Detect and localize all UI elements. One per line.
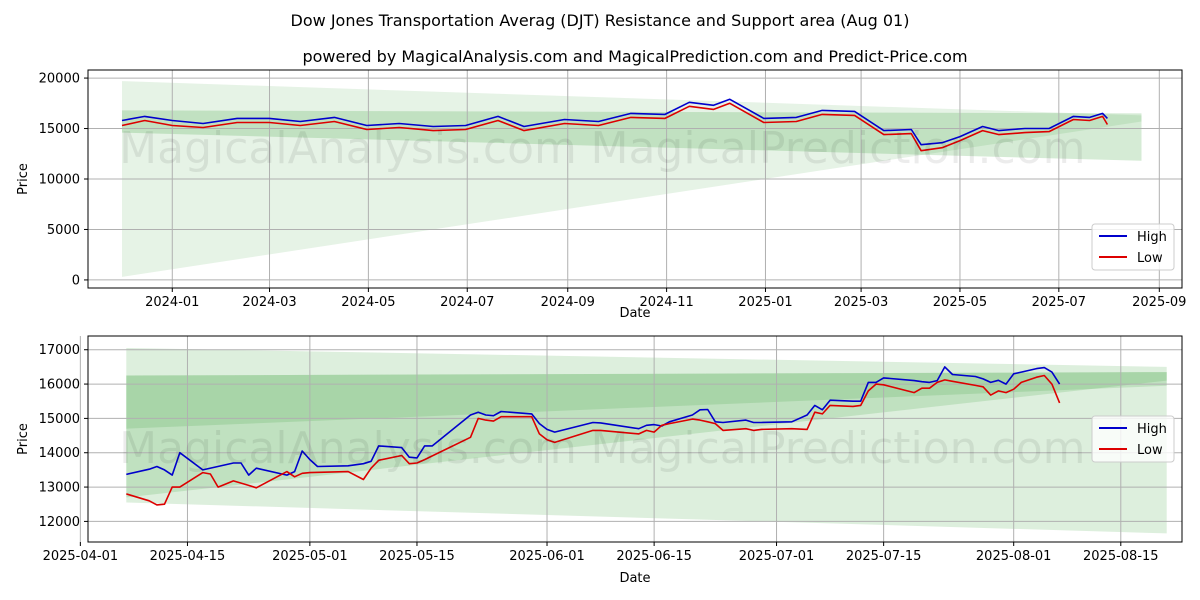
top-xtick-label-0: 2024-01 xyxy=(145,295,199,310)
bottom-ylabel: Price xyxy=(16,423,31,455)
top-ytick-label-2: 10000 xyxy=(39,173,80,188)
bottom-xtick-label-0: 2025-04-01 xyxy=(43,549,119,564)
top-xtick-label-1: 2024-03 xyxy=(242,295,296,310)
bottom-ytick-label-3: 15000 xyxy=(39,412,80,427)
bottom-series-high-line xyxy=(126,366,1061,476)
top-ylabel: Price xyxy=(16,163,31,195)
bottom-xtick-label-7: 2025-07-15 xyxy=(846,549,922,564)
chart-title: Dow Jones Transportation Averag (DJT) Re… xyxy=(291,11,910,30)
top-xtick-label-5: 2024-11 xyxy=(639,295,693,310)
top-xtick-label-7: 2025-03 xyxy=(834,295,888,310)
top-legend-low-label: Low xyxy=(1137,251,1163,266)
bottom-ytick-label-4: 16000 xyxy=(39,378,80,393)
top-xtick-label-6: 2025-01 xyxy=(738,295,792,310)
top-xtick-label-3: 2024-07 xyxy=(440,295,494,310)
bottom-series-group xyxy=(126,366,1061,506)
bottom-xtick-label-1: 2025-04-15 xyxy=(150,549,226,564)
bottom-ytick-label-5: 17000 xyxy=(39,343,80,358)
bottom-watermark-right: MagicalPrediction.com xyxy=(591,423,1086,474)
bottom-xlabel: Date xyxy=(619,571,650,586)
top-watermark-left: MagicalAnalysis.com xyxy=(119,123,577,174)
bottom-ytick-label-1: 13000 xyxy=(39,481,80,496)
top-series-high-line xyxy=(121,98,1108,146)
top-watermark-right: MagicalPrediction.com xyxy=(591,123,1086,174)
top-ticks: 2024-01 2024-03 2024-05 2024-07 2024-09 2024-… xyxy=(39,72,1187,310)
bottom-xtick-label-8: 2025-08-01 xyxy=(976,549,1052,564)
top-xtick-label-2: 2024-05 xyxy=(341,295,395,310)
bottom-gridlines xyxy=(79,336,1182,542)
top-band-1 xyxy=(122,110,1142,161)
bottom-legend-high-label: High xyxy=(1137,422,1167,437)
top-legend-high-label: High xyxy=(1137,230,1167,245)
bottom-ticks: 2025-04-01 2025-04-15 2025-05-01 2025-05-15… xyxy=(39,343,1159,564)
bottom-xtick-label-9: 2025-08-15 xyxy=(1083,549,1159,564)
top-xtick-label-4: 2024-09 xyxy=(541,295,595,310)
top-xlabel: Date xyxy=(619,306,650,321)
top-chart: 2024-01 2024-03 2024-05 2024-07 2024-09 2024-… xyxy=(16,69,1187,321)
bottom-xtick-label-6: 2025-07-01 xyxy=(739,549,815,564)
bottom-legend: High Low xyxy=(1091,415,1175,463)
chart-subtitle: powered by MagicalAnalysis.com and Magic… xyxy=(302,47,967,66)
top-ytick-label-0: 0 xyxy=(72,273,80,288)
bottom-xtick-label-4: 2025-06-01 xyxy=(509,549,585,564)
top-series-group xyxy=(121,98,1109,152)
bottom-xtick-label-3: 2025-05-15 xyxy=(379,549,455,564)
top-ytick-label-3: 15000 xyxy=(39,122,80,137)
bottom-watermark-left: MagicalAnalysis.com xyxy=(119,423,577,474)
top-xtick-label-8: 2025-05 xyxy=(933,295,987,310)
top-ytick-label-4: 20000 xyxy=(39,72,80,87)
bottom-band-1 xyxy=(126,372,1167,429)
bottom-plot-frame xyxy=(87,335,1183,543)
top-ytick-label-1: 5000 xyxy=(47,223,80,238)
top-series-low-line xyxy=(121,102,1109,152)
bottom-xtick-label-2: 2025-05-01 xyxy=(272,549,348,564)
top-legend: High Low xyxy=(1091,223,1175,271)
bottom-ytick-label-0: 12000 xyxy=(39,515,80,530)
bottom-ytick-label-2: 14000 xyxy=(39,446,80,461)
bottom-chart: 2025-04-01 2025-04-15 2025-05-01 2025-05-15… xyxy=(16,335,1183,586)
top-xtick-label-10: 2025-09 xyxy=(1132,295,1186,310)
bottom-xtick-label-5: 2025-06-15 xyxy=(616,549,692,564)
bottom-legend-low-label: Low xyxy=(1137,443,1163,458)
top-xtick-label-9: 2025-07 xyxy=(1032,295,1086,310)
bottom-band-2 xyxy=(126,372,1167,498)
bottom-series-low-line xyxy=(126,374,1061,506)
